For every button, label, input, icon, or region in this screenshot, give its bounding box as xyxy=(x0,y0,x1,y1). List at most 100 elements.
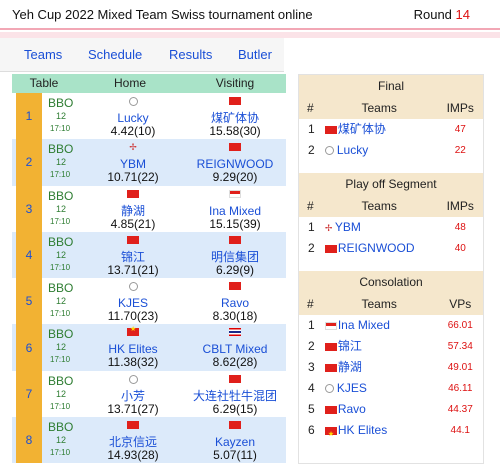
table-venue: BBO xyxy=(48,281,74,296)
visiting-team-link[interactable]: Ravo xyxy=(220,296,249,311)
team-cell: REIGNWOOD xyxy=(321,238,438,259)
col-table-header: Table xyxy=(29,76,59,90)
playoff-row: 2 REIGNWOOD 40 xyxy=(299,238,483,259)
table-number[interactable]: 7 xyxy=(16,370,42,418)
playoff-title: Play off Segment xyxy=(299,173,483,195)
visiting-score: 9.29(20) xyxy=(212,170,258,185)
home-team-link[interactable]: KJES xyxy=(117,296,148,311)
final-list: 1 煤矿体协 47 2 Lucky 22 xyxy=(299,119,483,161)
team-link[interactable]: 煤矿体协 xyxy=(337,122,386,136)
nav-teams-link[interactable]: Teams xyxy=(24,47,63,62)
rank: 3 xyxy=(308,360,315,374)
home-team-link[interactable]: 北京信远 xyxy=(108,435,157,450)
consolation-list: 1 Ina Mixed 66.01 2 锦江 57.34 3 静湖 49.01 4 KJES 46.1… xyxy=(299,315,483,445)
nav-butler-link[interactable]: Butler xyxy=(238,47,272,62)
home-team-link[interactable]: 静湖 xyxy=(120,203,145,218)
home-team-link[interactable]: Lucky xyxy=(117,111,149,125)
tournament-title: Yeh Cup 2022 Mixed Team Swiss tournament… xyxy=(12,7,313,22)
visiting-team-link[interactable]: 明信集团 xyxy=(210,249,259,264)
match-row: 4 BBO 12 17:10 锦江 13.71(21) 明信集团 6.29(9) xyxy=(12,231,286,279)
consolation-row: 5 Ravo 44.37 xyxy=(299,399,483,420)
rank: 1 xyxy=(308,122,315,136)
team-link[interactable]: Ravo xyxy=(337,402,366,416)
nav-results-link[interactable]: Results xyxy=(169,47,213,62)
match-row: 1 BBO 12 17:10 Lucky 4.42(10) 煤矿体协 15.58(30) xyxy=(12,93,286,140)
header-divider xyxy=(0,32,500,38)
team-link[interactable]: Ina Mixed xyxy=(337,318,390,332)
team-score: 22 xyxy=(454,145,466,156)
team-link[interactable]: REIGNWOOD xyxy=(337,241,415,255)
table-number[interactable]: 1 xyxy=(16,93,42,140)
china-flag-icon xyxy=(127,189,139,198)
visiting-cell: 明信集团 6.29(9) xyxy=(184,232,286,277)
home-cell: 小芳 13.71(27) xyxy=(84,371,182,416)
team-score: 44.1 xyxy=(450,425,470,436)
matches-body: 1 BBO 12 17:10 Lucky 4.42(10) 煤矿体协 15.58(30) 2 BB… xyxy=(12,93,286,464)
visiting-cell: 大连社牡牛混团 6.29(15) xyxy=(184,371,286,416)
visiting-team-link[interactable]: 煤矿体协 xyxy=(210,111,259,125)
playoff-header: # Teams IMPs xyxy=(299,195,483,217)
team-cell: KJES xyxy=(321,378,438,399)
table-number[interactable]: 3 xyxy=(16,185,42,232)
home-cell: Lucky 4.42(10) xyxy=(84,93,182,138)
table-venue: BBO xyxy=(48,96,74,110)
team-score: 48 xyxy=(454,222,466,233)
home-score: 4.42(10) xyxy=(110,124,156,138)
col-home-header: Home xyxy=(113,76,146,90)
team-link[interactable]: HK Elites xyxy=(337,423,388,437)
board-count: 12 xyxy=(56,388,67,399)
playoff-col-num: # xyxy=(307,199,314,213)
cross-flag-icon: ✢ xyxy=(324,223,333,233)
match-row: 8 BBO 12 17:10 北京信远 14.93(28) Kayzen 5.07(11) xyxy=(12,417,286,464)
nav-schedule-link[interactable]: Schedule xyxy=(88,47,143,62)
consolation-row: 6 HK Elites 44.1 xyxy=(299,420,483,445)
team-cell: HK Elites xyxy=(321,420,438,445)
team-link[interactable]: 静湖 xyxy=(337,360,362,374)
china-flag-icon xyxy=(324,343,337,351)
team-link[interactable]: Lucky xyxy=(336,143,369,157)
home-score: 11.70(23) xyxy=(107,309,159,324)
visiting-cell: Ina Mixed 15.15(39) xyxy=(184,186,286,231)
visiting-team-link[interactable]: Ina Mixed xyxy=(208,203,262,218)
visiting-team-link[interactable]: 大连社牡牛混团 xyxy=(192,388,277,403)
home-team-link[interactable]: YBM xyxy=(119,157,146,172)
table-number[interactable]: 6 xyxy=(16,324,42,371)
vietnam-flag-icon xyxy=(127,325,139,337)
table-number[interactable]: 8 xyxy=(16,417,42,464)
team-link[interactable]: KJES xyxy=(336,381,367,395)
board-count: 12 xyxy=(56,203,67,214)
final-header: # Teams IMPs xyxy=(299,97,483,119)
visiting-team-link[interactable]: CBLT Mixed xyxy=(202,342,268,357)
team-cell: 静湖 xyxy=(321,357,438,378)
team-link[interactable]: YBM xyxy=(334,220,361,234)
globe-flag-icon xyxy=(128,97,138,106)
visiting-score: 8.30(18) xyxy=(212,309,258,324)
visiting-team-link[interactable]: REIGNWOOD xyxy=(196,157,274,172)
table-venue: BBO xyxy=(48,234,74,249)
final-col-teams: Teams xyxy=(361,101,397,115)
visiting-team-link[interactable]: Kayzen xyxy=(214,435,256,450)
home-team-link[interactable]: HK Elites xyxy=(108,342,158,357)
home-cell: 北京信远 14.93(28) xyxy=(84,417,182,462)
match-time: 17:10 xyxy=(50,124,71,133)
table-number[interactable]: 2 xyxy=(16,139,42,186)
board-count: 12 xyxy=(56,342,67,353)
table-number[interactable]: 4 xyxy=(16,231,42,279)
team-link[interactable]: 锦江 xyxy=(337,339,362,353)
title-bar: Yeh Cup 2022 Mixed Team Swiss tournament… xyxy=(0,0,500,30)
home-cell: 锦江 13.71(21) xyxy=(84,232,182,277)
table-venue: BBO xyxy=(48,327,74,342)
rank: 4 xyxy=(308,381,315,395)
visiting-score: 15.15(39) xyxy=(209,216,261,231)
home-team-link[interactable]: 小芳 xyxy=(120,388,145,403)
match-time: 17:10 xyxy=(50,401,71,411)
final-col-score: IMPs xyxy=(446,101,474,115)
visiting-score: 6.29(9) xyxy=(215,262,255,277)
table-number[interactable]: 5 xyxy=(16,278,42,325)
home-team-link[interactable]: 锦江 xyxy=(120,249,145,264)
round-number: 14 xyxy=(455,7,470,22)
home-score: 13.71(21) xyxy=(107,262,159,277)
china-flag-icon xyxy=(229,282,241,291)
